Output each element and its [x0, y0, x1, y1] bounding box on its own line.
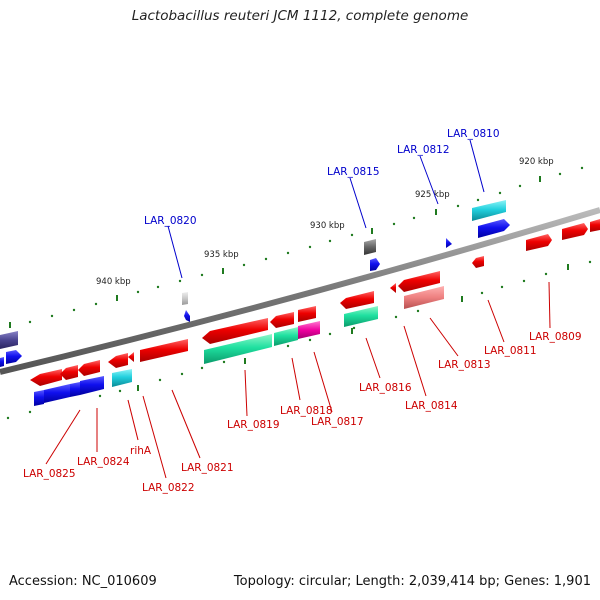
gene-lar-0815[interactable]	[370, 258, 380, 271]
gene-lar-0814[interactable]	[398, 271, 440, 292]
label-lar-0821: LAR_0821	[181, 462, 234, 474]
gene-lar-0820[interactable]	[184, 310, 190, 322]
gene-small-fwd2[interactable]	[390, 283, 396, 293]
gene-lar-0810[interactable]	[472, 200, 506, 221]
gene-lar-0811[interactable]	[472, 256, 484, 268]
label-lar-0822: LAR_0822	[142, 482, 195, 494]
gene-lar-0816-green[interactable]	[344, 306, 378, 327]
gene-lar-0819[interactable]	[202, 318, 268, 344]
label-lar-0814: LAR_0814	[405, 400, 458, 412]
top-gene-labels: LAR_0820 LAR_0815 LAR_0812 LAR_0810	[144, 128, 500, 227]
genome-summary-text: Topology: circular; Length: 2,039,414 bp…	[233, 574, 591, 589]
gene-lar-0815-gray[interactable]	[364, 239, 376, 255]
diagram-title: Lactobacillus reuteri JCM 1112, complete…	[131, 8, 469, 24]
gene-left-rev2[interactable]	[0, 357, 4, 367]
gene-lar-0819-green[interactable]	[204, 334, 272, 364]
gene-rev-1[interactable]	[34, 390, 44, 406]
gene-lar-0818[interactable]	[270, 312, 294, 328]
gene-lar-0818-green[interactable]	[274, 327, 298, 346]
gene-rev-3[interactable]	[70, 382, 80, 397]
kbp-label-920: 920 kbp	[519, 157, 554, 167]
gene-rev-4[interactable]	[80, 376, 104, 395]
kbp-label-940: 940 kbp	[96, 277, 131, 287]
bottom-label-leaders	[45, 281, 551, 479]
label-lar-0825: LAR_0825	[23, 468, 76, 480]
label-lar-0817: LAR_0817	[311, 416, 364, 428]
top-label-leaders	[167, 139, 485, 279]
kbp-label-930: 930 kbp	[310, 221, 345, 231]
gene-lar-0816[interactable]	[340, 291, 374, 309]
genome-backbone	[0, 207, 600, 375]
gene-left-rev[interactable]	[6, 350, 22, 364]
gene-left-slate[interactable]	[0, 331, 18, 349]
label-riha: rihA	[130, 445, 152, 457]
gene-lar-0809[interactable]	[526, 234, 552, 251]
gene-right-1[interactable]	[562, 223, 588, 240]
gene-lar-0810-blue[interactable]	[478, 219, 510, 238]
label-lar-0824: LAR_0824	[77, 456, 130, 468]
label-lar-0811: LAR_0811	[484, 345, 537, 357]
gene-riha-cyan[interactable]	[112, 369, 132, 387]
label-lar-0812: LAR_0812	[397, 144, 450, 156]
forward-strand-genes	[30, 219, 600, 387]
inner-ruler-dots	[6, 260, 592, 420]
gene-lar-0812[interactable]	[446, 238, 452, 248]
kbp-ruler-labels: 940 kbp 935 kbp 930 kbp 925 kbp 920 kbp	[96, 157, 554, 287]
kbp-ruler-ticks	[9, 176, 541, 328]
label-lar-0816: LAR_0816	[359, 382, 412, 394]
gene-lar-0813[interactable]	[404, 286, 444, 309]
label-lar-0815: LAR_0815	[327, 166, 380, 178]
label-lar-0820: LAR_0820	[144, 215, 197, 227]
gene-riha[interactable]	[108, 353, 128, 368]
label-lar-0818: LAR_0818	[280, 405, 333, 417]
label-lar-0813: LAR_0813	[438, 359, 491, 371]
gene-lar-0817[interactable]	[298, 321, 320, 339]
gene-lar-0821[interactable]	[140, 339, 188, 362]
kbp-label-935: 935 kbp	[204, 250, 239, 260]
gene-lar-0820-gray[interactable]	[182, 292, 188, 305]
gene-right-2[interactable]	[590, 219, 600, 232]
gene-rev-2[interactable]	[44, 384, 70, 403]
gene-lar-0817-red[interactable]	[298, 306, 316, 322]
bottom-gene-labels: LAR_0825 LAR_0824 rihA LAR_0822 LAR_0821…	[23, 331, 582, 494]
kbp-label-925: 925 kbp	[415, 190, 450, 200]
inner-ruler-ticks	[137, 264, 569, 391]
gene-small-fwd[interactable]	[128, 352, 134, 362]
accession-text: Accession: NC_010609	[9, 574, 157, 589]
gene-lar-0824a[interactable]	[60, 365, 78, 380]
gene-lar-0825[interactable]	[30, 369, 62, 386]
kbp-ruler-dots	[28, 166, 584, 324]
label-lar-0809: LAR_0809	[529, 331, 582, 343]
gene-lar-0824b[interactable]	[78, 360, 100, 376]
reverse-strand-genes	[0, 200, 510, 406]
label-lar-0819: LAR_0819	[227, 419, 280, 431]
label-lar-0810: LAR_0810	[447, 128, 500, 140]
